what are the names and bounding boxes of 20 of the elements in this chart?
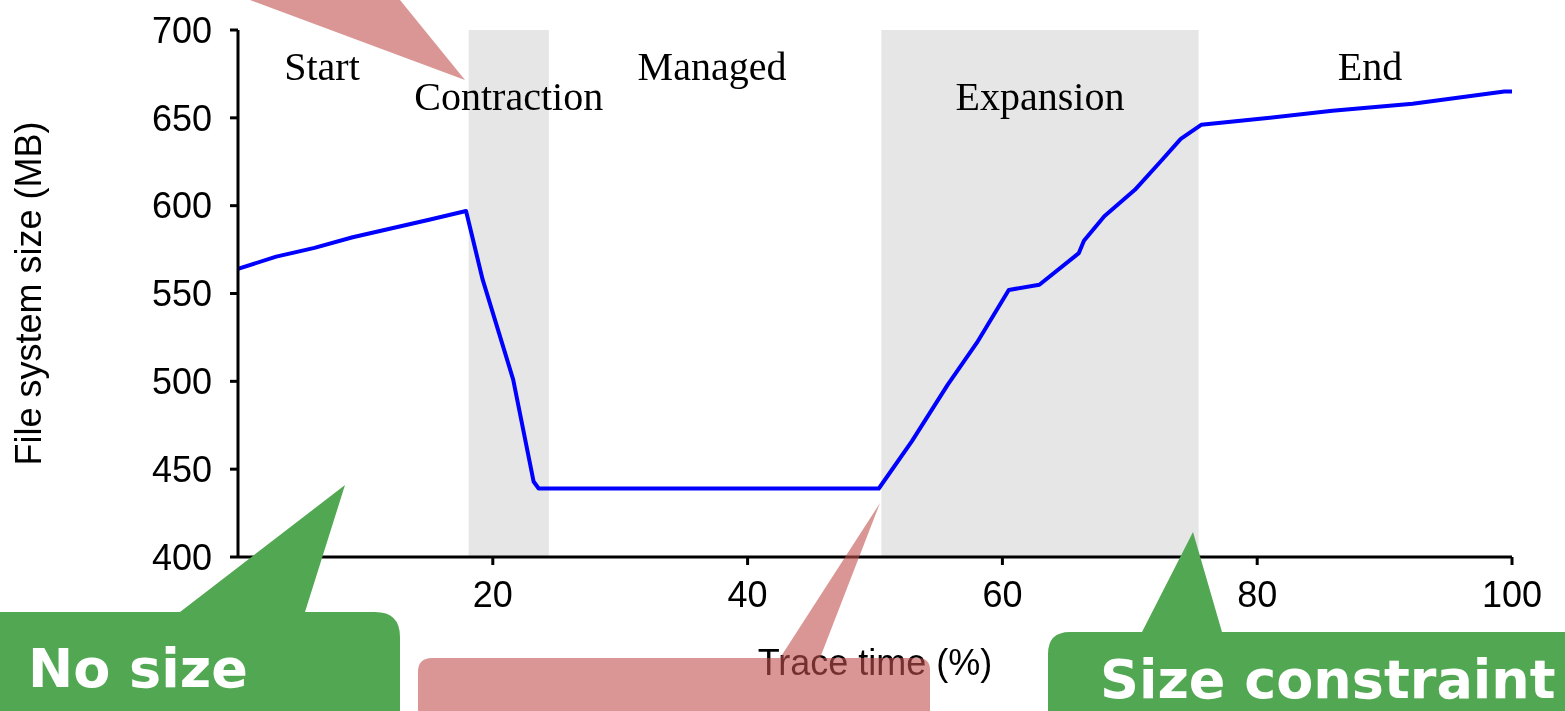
- annotation: Managed: [637, 44, 787, 89]
- y-tick-label: 450: [151, 448, 212, 490]
- y-tick-label: 500: [151, 361, 212, 403]
- x-tick-label: 40: [727, 573, 768, 615]
- band-label: Contraction: [414, 74, 604, 120]
- text: Size constraint: [1100, 648, 1556, 711]
- annotation: End: [1337, 44, 1403, 89]
- y-tick-label: 400: [151, 536, 212, 578]
- x-tick-label: 60: [982, 573, 1023, 615]
- x-tick-label: 80: [1237, 573, 1278, 615]
- y-tick-label: 550: [151, 273, 212, 315]
- y-tick-label: 700: [151, 9, 212, 51]
- band-label: Expansion: [955, 74, 1125, 120]
- x-tick-label: 20: [472, 573, 513, 615]
- y-tick-label: 600: [151, 185, 212, 227]
- text: No size: [28, 637, 248, 700]
- y-axis-title: File system size (MB): [7, 121, 49, 466]
- y-tick-label: 650: [151, 97, 212, 139]
- annotation: Start: [284, 44, 360, 89]
- x-tick-label: 100: [1481, 573, 1543, 615]
